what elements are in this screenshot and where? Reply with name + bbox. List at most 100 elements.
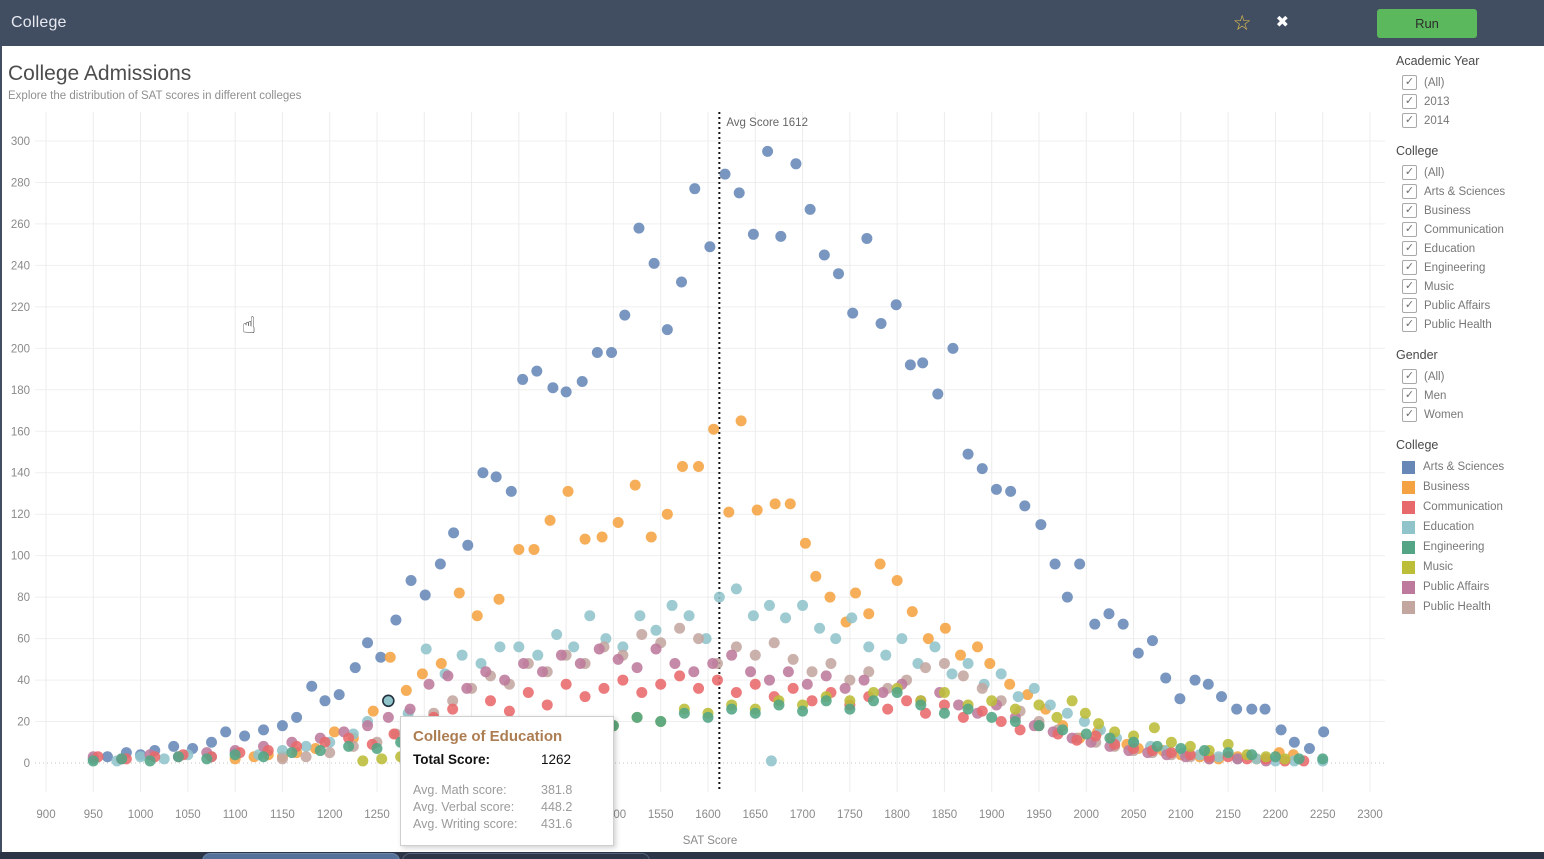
checkbox[interactable]: ✓ [1402,388,1417,403]
filter-item-academic-year-all[interactable]: ✓ (All) [1396,73,1540,92]
data-point-public-affairs[interactable] [382,711,394,723]
data-point-music[interactable] [938,687,950,699]
data-point-engineering[interactable] [868,695,879,707]
data-point-communication[interactable] [693,682,705,694]
data-point-arts-sciences[interactable] [1132,647,1144,659]
data-point-engineering[interactable] [631,711,643,723]
data-point-engineering[interactable] [144,755,156,767]
filter-item-men[interactable]: ✓ Men [1396,386,1540,405]
data-point-public-affairs[interactable] [362,720,374,732]
data-point-education[interactable] [995,668,1007,680]
checkbox[interactable]: ✓ [1402,279,1417,294]
sheet-tab-active[interactable] [202,853,400,859]
data-point-public-affairs[interactable] [877,687,889,699]
data-point-arts-sciences[interactable] [560,386,572,398]
data-point-arts-sciences[interactable] [362,637,374,649]
checkbox[interactable]: ✓ [1402,75,1417,90]
close-icon[interactable]: ✖ [1275,14,1289,31]
data-point-business[interactable] [972,641,984,653]
data-point-public-affairs[interactable] [839,682,851,694]
data-point-arts-sciences[interactable] [1019,500,1031,512]
data-point-communication[interactable] [1090,730,1102,742]
data-point-communication[interactable] [787,682,799,694]
data-point-arts-sciences[interactable] [276,720,288,732]
data-point-engineering[interactable] [749,707,761,719]
data-point-engineering[interactable] [655,716,667,728]
data-point-arts-sciences[interactable] [531,365,543,377]
data-point-public-affairs[interactable] [574,657,586,669]
data-point-education[interactable] [584,610,596,622]
data-point-arts-sciences[interactable] [239,730,251,742]
data-point-engineering[interactable] [773,699,785,711]
data-point-arts-sciences[interactable] [434,558,446,570]
data-point-public-health[interactable] [300,751,312,763]
data-point-public-affairs[interactable] [745,666,757,678]
data-point-arts-sciences[interactable] [648,257,660,269]
data-point-communication[interactable] [674,670,686,682]
data-point-education[interactable] [814,622,826,634]
data-point-arts-sciences[interactable] [333,689,345,701]
data-point-education[interactable] [276,745,288,757]
data-point-public-health[interactable] [920,662,932,674]
data-point-arts-sciences[interactable] [676,276,688,288]
legend-item-public-affairs[interactable]: Public Affairs [1396,577,1540,597]
data-point-arts-sciences[interactable] [1035,519,1047,531]
data-point-arts-sciences[interactable] [719,168,731,180]
data-point-education[interactable] [780,612,792,624]
data-point-public-health[interactable] [276,753,288,765]
data-point-public-affairs[interactable] [518,657,530,669]
data-point-arts-sciences[interactable] [904,359,916,371]
data-point-arts-sciences[interactable] [390,614,402,626]
data-point-education[interactable] [763,599,775,611]
data-point-public-affairs[interactable] [707,657,719,669]
data-point-arts-sciences[interactable] [1005,485,1017,497]
data-point-engineering[interactable] [986,711,998,723]
data-point-business[interactable] [416,668,428,680]
checkbox[interactable]: ✓ [1402,184,1417,199]
data-point-public-health[interactable] [324,747,336,759]
data-point-engineering[interactable] [87,755,99,767]
filter-item-college-all[interactable]: ✓ (All) [1396,163,1540,182]
data-point-public-health[interactable] [938,657,950,669]
data-point-communication[interactable] [1071,734,1083,746]
legend-item-education[interactable]: Education [1396,517,1540,537]
data-point-arts-sciences[interactable] [747,228,759,240]
legend-item-public-health[interactable]: Public Health [1396,597,1540,617]
data-point-engineering[interactable] [938,707,950,719]
data-point-public-affairs[interactable] [404,703,416,715]
data-point-education[interactable] [846,612,858,624]
data-point-arts-sciences[interactable] [1174,693,1186,705]
favorite-star-icon[interactable]: ☆ [1232,11,1252,35]
data-point-public-health[interactable] [768,637,780,649]
filter-item-music[interactable]: ✓ Music [1396,277,1540,296]
data-point-business[interactable] [769,498,781,510]
data-point-engineering[interactable] [172,751,184,763]
data-point-engineering[interactable] [1057,724,1069,736]
data-point-engineering[interactable] [726,703,738,715]
data-point-arts-sciences[interactable] [875,317,887,329]
data-point-education[interactable] [683,610,695,622]
data-point-arts-sciences[interactable] [962,448,974,460]
data-point-education[interactable] [946,668,958,680]
data-point-education[interactable] [650,624,662,636]
data-point-education[interactable] [1213,751,1225,763]
data-point-education[interactable] [700,633,712,645]
data-point-business[interactable] [629,479,641,491]
checkbox[interactable]: ✓ [1402,369,1417,384]
data-point-public-health[interactable] [730,641,742,653]
data-point-music[interactable] [357,755,369,767]
data-point-arts-sciences[interactable] [517,373,529,385]
data-point-public-health[interactable] [749,649,761,661]
data-point-engineering[interactable] [962,703,974,715]
data-point-education[interactable] [568,641,580,653]
filter-item-public-health[interactable]: ✓ Public Health [1396,315,1540,334]
data-point-public-affairs[interactable] [650,643,662,655]
data-point-public-affairs[interactable] [499,674,511,686]
data-point-business[interactable] [367,705,379,717]
data-point-business[interactable] [562,485,574,497]
data-point-education[interactable] [513,641,525,653]
data-point-business[interactable] [799,537,811,549]
data-point-communication[interactable] [901,695,913,707]
data-point-education[interactable] [863,641,875,653]
data-point-arts-sciences[interactable] [847,307,859,319]
